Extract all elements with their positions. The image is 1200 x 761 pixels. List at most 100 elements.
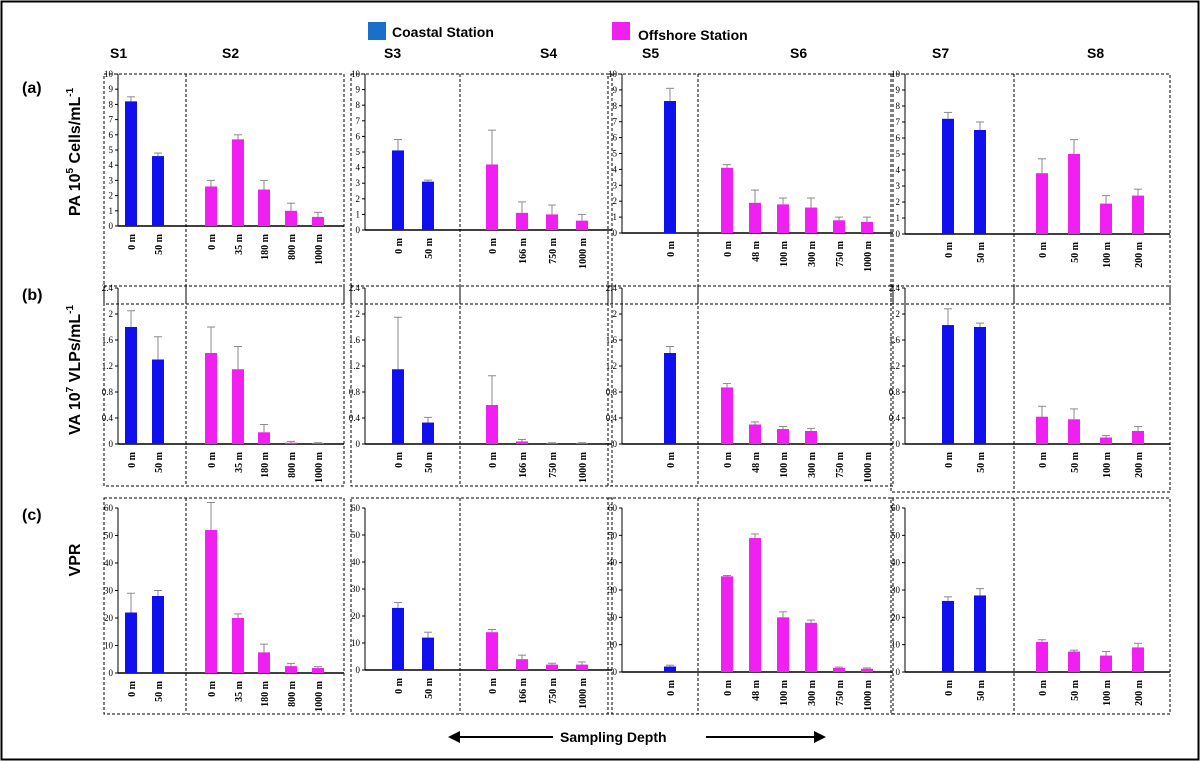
x-tick-label-b1-s1-1: 50 m: [154, 451, 165, 473]
y-tick-label-b2-0: 0: [356, 439, 361, 449]
bar-c3-s6-0: [721, 576, 733, 672]
x-tick-label-b4-s8-2: 100 m: [1102, 451, 1113, 478]
y-tick-label-a2-8: 8: [356, 100, 361, 110]
x-tick-label-a4-s7-0: 0 m: [944, 241, 955, 258]
xaxis-arrow-right-head: [814, 731, 826, 743]
bar-a3-s6-0: [721, 167, 733, 233]
bar-b1-s2-3: [285, 442, 297, 444]
bar-c1-s2-2: [258, 652, 270, 673]
ylabel-a: PA 105 Cells/mL-1: [65, 87, 84, 216]
y-tick-label-c2-0: 0: [356, 665, 361, 675]
station-label-s4: S4: [540, 45, 557, 61]
y-tick-label-a4-2: 2: [896, 197, 901, 207]
x-tick-label-b2-s4-3: 1000 m: [578, 451, 589, 483]
y-tick-label-c3-2: 20: [608, 612, 618, 622]
station-label-s8: S8: [1087, 45, 1104, 61]
x-tick-label-c3-s6-2: 100 m: [779, 679, 790, 706]
x-tick-label-c3-s6-3: 300 m: [807, 679, 818, 706]
y-tick-label-a3-10: 10: [608, 69, 618, 79]
x-tick-label-a1-s2-0: 0 m: [207, 233, 218, 250]
bar-b1-s2-1: [232, 369, 244, 444]
bar-c4-s7-0: [942, 600, 954, 672]
ylabel-b-mid: VLPs/mL: [67, 314, 84, 387]
station-label-s3: S3: [384, 45, 401, 61]
y-tick-label-c4-6: 60: [891, 503, 901, 513]
x-tick-label-a4-s8-2: 100 m: [1102, 241, 1113, 268]
y-tick-label-a4-1: 1: [896, 213, 901, 223]
bar-b3-s6-0: [721, 387, 733, 444]
y-tick-label-b3-6: 2.4: [606, 283, 618, 293]
y-tick-label-a1-8: 8: [109, 99, 114, 109]
bar-a1-s1-0: [125, 101, 137, 226]
bar-b2-s3-1: [422, 422, 434, 444]
y-tick-label-c2-1: 10: [351, 638, 361, 648]
x-tick-label-c4-s8-2: 100 m: [1102, 679, 1113, 706]
x-tick-label-c3-s6-4: 750 m: [835, 679, 846, 706]
y-tick-label-c3-3: 30: [608, 585, 618, 595]
y-tick-label-c2-4: 40: [351, 557, 361, 567]
y-tick-label-a3-8: 8: [613, 101, 618, 111]
y-tick-label-a1-9: 9: [109, 84, 114, 94]
y-tick-label-c1-3: 30: [104, 586, 114, 596]
y-tick-label-b3-4: 1.6: [606, 335, 618, 345]
y-tick-label-b2-2: 0.8: [349, 387, 361, 397]
y-tick-label-b3-2: 0.8: [606, 387, 618, 397]
x-tick-label-c1-s2-0: 0 m: [207, 680, 218, 697]
ylabel-a-mid: Cells/mL: [67, 97, 84, 168]
ylabel-a-sup: -1: [65, 87, 76, 96]
x-tick-label-b2-s4-2: 750 m: [548, 451, 559, 478]
y-tick-label-a2-1: 1: [356, 209, 361, 219]
x-tick-label-a1-s2-4: 1000 m: [314, 233, 325, 265]
y-tick-label-c2-6: 60: [351, 503, 361, 513]
x-tick-label-b3-s6-3: 300 m: [807, 451, 818, 478]
x-tick-label-c2-s4-2: 750 m: [548, 677, 559, 704]
bar-a1-s2-0: [205, 186, 217, 226]
y-tick-label-a2-6: 6: [356, 131, 361, 141]
bar-b3-s6-3: [805, 431, 817, 444]
bar-c4-s8-2: [1100, 655, 1112, 672]
bar-c1-s2-1: [232, 618, 244, 673]
y-tick-label-c4-3: 30: [891, 585, 901, 595]
x-tick-label-c2-s4-0: 0 m: [488, 677, 499, 694]
y-tick-label-b4-5: 2: [896, 309, 901, 319]
y-tick-label-a4-6: 6: [896, 133, 901, 143]
y-tick-label-c4-0: 0: [896, 667, 901, 677]
bar-b2-s4-3: [576, 443, 588, 444]
bar-a2-s4-2: [546, 214, 558, 230]
bar-c1-s1-1: [152, 596, 164, 673]
bar-a2-s4-0: [486, 164, 498, 230]
y-tick-label-c3-1: 10: [608, 640, 618, 650]
x-tick-label-a4-s8-1: 50 m: [1070, 241, 1081, 263]
y-tick-label-a1-7: 7: [109, 115, 114, 125]
x-tick-label-a3-s6-1: 48 m: [751, 240, 762, 262]
station-label-s7: S7: [932, 45, 949, 61]
x-tick-label-b3-s6-2: 100 m: [779, 451, 790, 478]
y-tick-label-b2-1: 0.4: [349, 413, 361, 423]
y-tick-label-a1-5: 5: [109, 145, 114, 155]
bar-c3-s6-2: [777, 617, 789, 672]
y-tick-label-b4-2: 0.8: [889, 387, 901, 397]
ylabel-a-exp: 5: [65, 167, 76, 173]
y-tick-label-b1-3: 1.2: [102, 361, 113, 371]
x-tick-label-c3-s5-0: 0 m: [666, 679, 677, 696]
y-tick-label-b1-2: 0.8: [102, 387, 114, 397]
bar-a1-s2-2: [258, 189, 270, 226]
y-tick-label-c1-2: 20: [104, 613, 114, 623]
frame-b3: [607, 285, 894, 487]
y-tick-label-b4-0: 0: [896, 439, 901, 449]
y-tick-label-a3-1: 1: [613, 212, 618, 222]
bar-b4-s7-1: [974, 327, 986, 444]
y-tick-label-b4-1: 0.4: [889, 413, 901, 423]
y-tick-label-a2-4: 4: [356, 163, 361, 173]
y-tick-label-b1-4: 1.6: [102, 335, 114, 345]
frame-a2: [350, 73, 613, 305]
y-tick-label-c1-6: 60: [104, 503, 114, 513]
bar-c3-s6-1: [749, 538, 761, 672]
bar-c1-s2-3: [285, 666, 297, 673]
x-tick-label-c2-s3-1: 50 m: [424, 677, 435, 699]
y-tick-label-a1-10: 10: [104, 69, 114, 79]
x-tick-label-a3-s5-0: 0 m: [666, 240, 677, 257]
